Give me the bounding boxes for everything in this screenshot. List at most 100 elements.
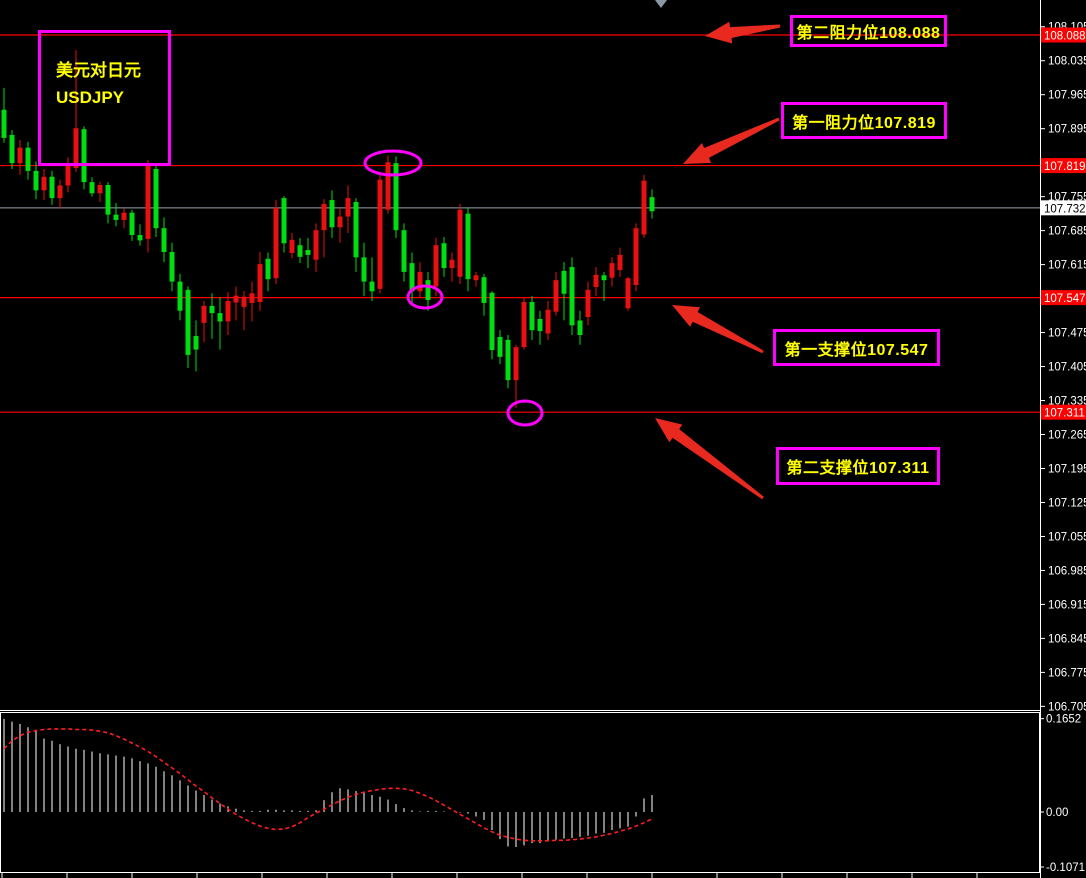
axis-tick-label: 107.265 [1048, 430, 1086, 442]
chart-overlays [363, 0, 781, 500]
highlight-ellipse[interactable] [363, 149, 423, 177]
candle [25, 141, 31, 180]
highlight-ellipse[interactable] [506, 399, 544, 427]
candle-body [121, 212, 127, 220]
candle-body [233, 295, 239, 303]
candle-body [393, 163, 399, 231]
price-badge: 107.732 [1041, 200, 1086, 216]
candle-body [297, 245, 303, 257]
candle [361, 242, 367, 297]
candle-body [345, 198, 351, 217]
candle-body [553, 280, 559, 312]
pointer-arrow[interactable] [705, 21, 781, 44]
candle [649, 189, 655, 219]
candle-body [441, 243, 447, 269]
candlestick-series [1, 50, 655, 408]
candle-body [225, 301, 231, 322]
candle-body [465, 213, 471, 280]
candle-body [153, 168, 159, 229]
candle-body [353, 201, 359, 258]
candle [545, 301, 551, 340]
pointer-arrow[interactable] [672, 305, 764, 354]
candle-body [337, 216, 343, 228]
axis-tick-label: 107.895 [1048, 124, 1086, 136]
pointer-arrow[interactable] [683, 117, 780, 164]
candle [385, 155, 391, 214]
price-badge-bg [1041, 158, 1086, 174]
candle-body [505, 339, 511, 381]
candle [113, 202, 119, 227]
candle [393, 156, 399, 238]
candle [369, 257, 375, 302]
candle [537, 310, 543, 345]
annotation-second-resistance[interactable]: 第二阻力位108.088 [790, 15, 947, 47]
candle [593, 267, 599, 297]
candle-body [489, 292, 495, 351]
axis-tick-label: 108.035 [1048, 56, 1086, 68]
candle [169, 242, 175, 292]
candle [641, 174, 647, 238]
candle [561, 262, 567, 321]
price-badge: 107.547 [1041, 290, 1086, 306]
symbol-title-code: USDJPY [56, 88, 125, 107]
candle-body [257, 264, 263, 302]
candle-body [289, 239, 295, 253]
price-axis[interactable]: 108.105108.035107.965107.895107.755107.6… [1040, 22, 1086, 714]
candle [513, 344, 519, 408]
axis-tick-label: 107.685 [1048, 226, 1086, 238]
candle-body [593, 274, 599, 287]
indicator-axis[interactable]: 0.1652 0.00 -0.1071 [1040, 714, 1085, 874]
candle [89, 177, 95, 197]
candle-body [561, 270, 567, 294]
timeline-strip[interactable] [1, 873, 978, 878]
symbol-title-box[interactable]: 美元对日元 USDJPY [38, 30, 171, 166]
candle-body [577, 320, 583, 335]
candle [129, 209, 135, 241]
pointer-arrow[interactable] [655, 418, 764, 500]
annotation-first-support[interactable]: 第一支撑位107.547 [773, 329, 940, 366]
candle [273, 200, 279, 285]
candle-body [633, 228, 639, 285]
macd-indicator-panel [3, 718, 653, 848]
candle-body [545, 309, 551, 334]
indicator-panel-border [0, 712, 1040, 873]
candle-body [113, 214, 119, 220]
panel-borders [0, 0, 1041, 878]
candle [241, 291, 247, 331]
axis-tick-label: 107.125 [1048, 497, 1086, 509]
indicator-tick-label: -0.1071 [1046, 862, 1085, 874]
highlight-ellipse[interactable] [406, 284, 444, 310]
candle-body [265, 258, 271, 280]
annotation-label: 第一阻力位107.819 [792, 114, 936, 132]
price-badge-label: 107.311 [1044, 408, 1085, 420]
candle-body [201, 305, 207, 323]
price-badge-label: 107.547 [1044, 293, 1086, 305]
candle [465, 207, 471, 292]
annotation-first-resistance[interactable]: 第一阻力位107.819 [781, 102, 947, 139]
symbol-title-cn: 美元对日元 [56, 61, 141, 80]
candle-body [401, 230, 407, 272]
candle [81, 126, 87, 190]
candle-body [97, 185, 103, 194]
indicator-tick-label: 0.00 [1046, 807, 1068, 819]
candle-body [217, 313, 223, 322]
candle [313, 223, 319, 272]
candle-body [25, 147, 31, 171]
candle-body [433, 245, 439, 287]
price-badge-bg [1041, 404, 1086, 420]
candle [353, 198, 359, 272]
candle [9, 130, 15, 169]
scroll-position-marker-icon[interactable] [655, 0, 667, 8]
price-badge-bg [1041, 200, 1086, 216]
candle [409, 252, 415, 306]
candle [49, 170, 55, 205]
price-badge: 107.819 [1041, 158, 1086, 174]
annotation-second-support[interactable]: 第二支撑位107.311 [776, 447, 940, 485]
candle-body [569, 267, 575, 326]
candle [569, 257, 575, 335]
candle [529, 296, 535, 340]
axis-tick-label: 107.475 [1048, 328, 1086, 340]
annotation-label: 第二支撑位107.311 [786, 460, 930, 477]
